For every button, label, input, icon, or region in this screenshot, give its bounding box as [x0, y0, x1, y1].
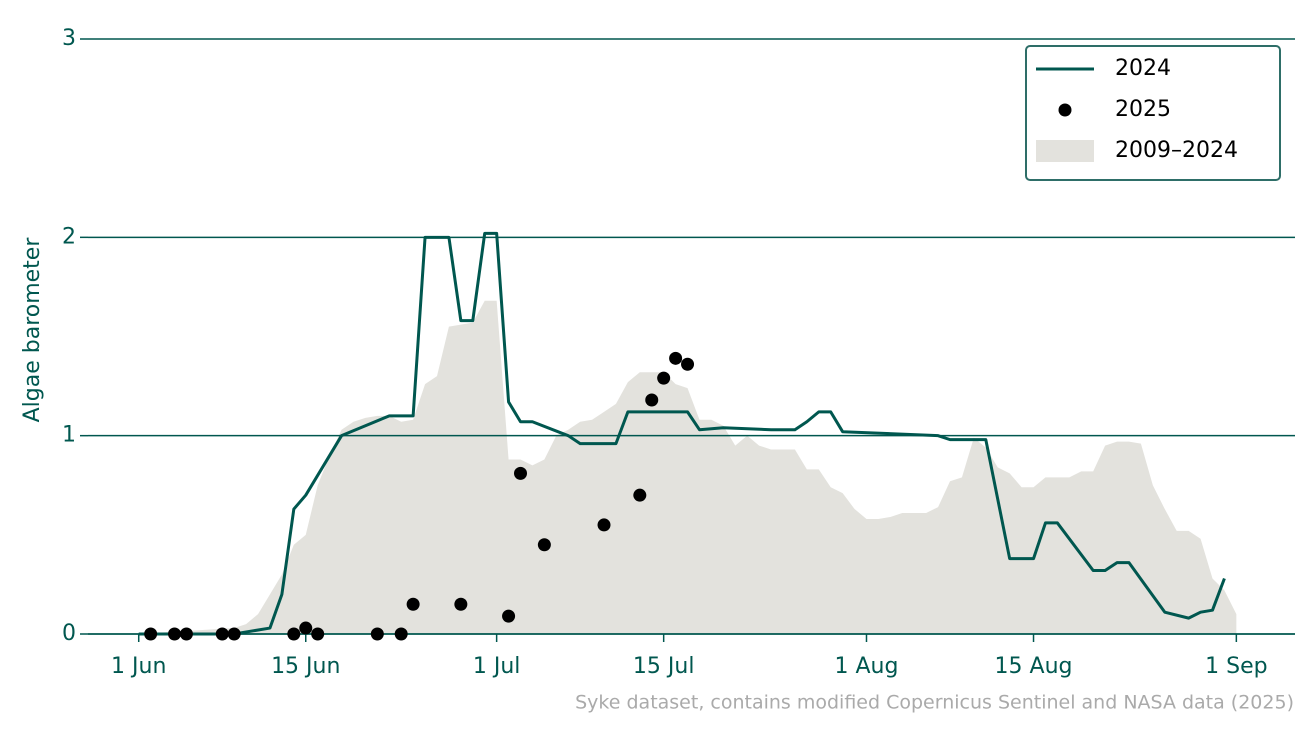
- y-tick-label: 0: [62, 621, 76, 646]
- x-tick-label: 15 Jul: [633, 654, 695, 679]
- scatter-point: [454, 597, 468, 611]
- scatter-point: [168, 627, 182, 641]
- y-tick-label: 3: [62, 26, 76, 51]
- scatter-point: [633, 488, 647, 502]
- scatter-point: [669, 351, 683, 365]
- y-tick-label: 2: [62, 224, 76, 249]
- x-tick-label: 15 Jun: [271, 654, 340, 679]
- scatter-point: [502, 609, 516, 623]
- x-tick-label: 15 Aug: [995, 654, 1073, 679]
- scatter-point: [179, 627, 193, 641]
- x-tick-label: 1 Jun: [111, 654, 166, 679]
- scatter-point: [645, 393, 659, 407]
- legend-swatch: [1058, 103, 1072, 117]
- scatter-point: [311, 627, 325, 641]
- y-axis-label: Algae barometer: [20, 237, 45, 423]
- legend: 2024 2025 2009–2024: [1025, 45, 1281, 181]
- source-note: Syke dataset, contains modified Copernic…: [575, 692, 1294, 714]
- area-layer: [138, 300, 1237, 634]
- legend-swatch: [1036, 140, 1094, 162]
- scatter-point: [537, 538, 551, 552]
- scatter-point: [406, 597, 420, 611]
- scatter-point: [144, 627, 158, 641]
- scatter-point: [514, 466, 528, 480]
- scatter-point: [657, 371, 671, 385]
- scatter-point: [597, 518, 611, 532]
- scatter-point: [681, 357, 695, 371]
- y-tick-label: 1: [62, 423, 76, 448]
- scatter-point: [287, 627, 301, 641]
- series-line: [138, 231, 1226, 636]
- scatter-point: [227, 627, 241, 641]
- scatter-point: [299, 621, 313, 635]
- range-area: [138, 300, 1237, 634]
- x-tick-label: 1 Jul: [473, 654, 521, 679]
- legend-label: 2009–2024: [1115, 138, 1238, 163]
- scatter-point: [394, 627, 408, 641]
- line-layer: [138, 231, 1226, 641]
- x-tick-label: 1 Aug: [835, 654, 899, 679]
- scatter-point: [370, 627, 384, 641]
- x-tick-label: 1 Sep: [1205, 654, 1267, 679]
- legend-label: 2024: [1115, 56, 1171, 81]
- scatter-point: [215, 627, 229, 641]
- legend-label: 2025: [1115, 97, 1171, 122]
